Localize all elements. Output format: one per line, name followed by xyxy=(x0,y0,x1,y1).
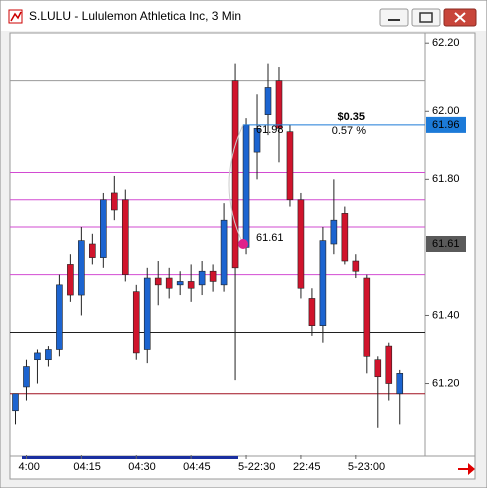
candle-body xyxy=(363,277,371,357)
y-tick-label: 61.40 xyxy=(432,309,460,321)
maximize-glyph xyxy=(419,12,433,23)
session-bar xyxy=(22,456,238,459)
candle-body xyxy=(121,199,129,275)
x-tick-label: 5-22:30 xyxy=(238,461,275,473)
plot: 61.20 61.40 61.80 62.00 62.20 4:00 04:15 04:30 0… xyxy=(10,37,466,473)
candle-body xyxy=(231,80,239,269)
candle-body xyxy=(143,277,151,350)
x-tick-label: 22:45 xyxy=(293,461,321,473)
candle-body xyxy=(341,213,349,262)
window-title: S.LULU - Lululemon Athletica Inc, 3 Min xyxy=(29,9,241,23)
x-tick-label: 5-23:00 xyxy=(348,461,385,473)
candle-body xyxy=(34,352,41,361)
candle-body xyxy=(154,277,162,286)
candle-body xyxy=(264,87,272,115)
price-marker xyxy=(426,236,466,252)
measure-percent: 0.57 % xyxy=(332,125,366,137)
scroll-right-arrow[interactable] xyxy=(458,463,475,475)
candle-body xyxy=(330,219,338,245)
candle-body xyxy=(220,219,228,286)
candle-body xyxy=(396,373,404,395)
close-glyph xyxy=(454,12,466,23)
app-icon-glyph xyxy=(10,11,22,22)
candle-body xyxy=(100,199,107,258)
price-marker-label: 61.61 xyxy=(432,238,460,250)
x-tick-label: 04:45 xyxy=(183,461,211,473)
candle-body xyxy=(187,281,195,289)
candle-body xyxy=(198,270,206,286)
chart-area xyxy=(9,32,476,480)
candle-body xyxy=(56,284,63,350)
candle-body xyxy=(176,281,184,286)
measure-to: 61.98 xyxy=(256,124,284,136)
candle-body xyxy=(132,291,140,354)
x-tick-label: 04:30 xyxy=(128,461,156,473)
y-tick-label: 61.20 xyxy=(432,377,460,389)
candle-body xyxy=(209,270,217,282)
candle-body xyxy=(275,80,283,129)
candle-body xyxy=(308,298,316,326)
y-tick-label: 62.00 xyxy=(432,105,460,117)
measure-from: 61.61 xyxy=(256,232,284,244)
candle-body xyxy=(385,345,393,384)
candle-body xyxy=(12,393,19,412)
maximize-button[interactable] xyxy=(411,8,441,27)
candle-body xyxy=(110,192,118,211)
measure-change: $0.35 xyxy=(337,111,365,123)
price-marker xyxy=(426,116,466,133)
candle-body xyxy=(242,124,250,248)
x-tick-label: 04:15 xyxy=(73,461,101,473)
y-tick-label: 61.80 xyxy=(432,173,460,185)
measure-arc xyxy=(228,124,244,245)
candle-body xyxy=(253,127,261,153)
candle-body xyxy=(319,240,327,326)
candle-body xyxy=(286,131,294,201)
measure-anchor xyxy=(238,239,248,249)
candle-body xyxy=(374,359,382,378)
candle-body xyxy=(78,240,85,296)
app-icon xyxy=(8,9,23,24)
candle-body xyxy=(23,366,30,388)
candle-body xyxy=(297,199,305,289)
candle-body xyxy=(352,260,360,272)
candle-body xyxy=(67,264,74,296)
price-marker-label: 61.96 xyxy=(432,119,460,131)
x-tick-label: 4:00 xyxy=(18,461,39,473)
y-tick-label: 62.20 xyxy=(432,37,460,49)
candle-body xyxy=(45,349,52,361)
candle-body xyxy=(89,243,96,258)
minimize-button[interactable] xyxy=(379,8,409,27)
candle-body xyxy=(165,277,173,289)
